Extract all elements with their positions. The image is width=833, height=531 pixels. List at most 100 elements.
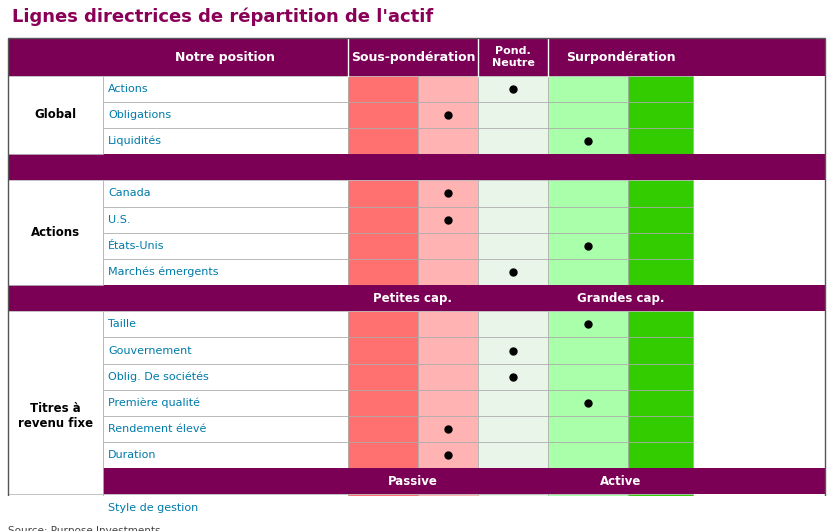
Bar [103, 259, 348, 285]
Bar [8, 76, 103, 154]
Bar [348, 181, 418, 207]
Bar [478, 181, 548, 207]
Bar [548, 390, 628, 416]
Text: Titres à
revenu fixe: Titres à revenu fixe [18, 402, 93, 430]
Bar [418, 337, 478, 364]
Bar [348, 494, 418, 521]
Bar [628, 233, 693, 259]
Bar [348, 364, 418, 390]
Bar [418, 390, 478, 416]
Bar [348, 102, 418, 128]
Bar [103, 76, 348, 102]
Text: Notre position: Notre position [176, 50, 276, 64]
Bar [348, 207, 418, 233]
Bar [103, 311, 348, 337]
Bar [103, 364, 348, 390]
Bar [628, 102, 693, 128]
Bar [418, 494, 478, 521]
Bar [548, 128, 628, 154]
Bar [418, 442, 478, 468]
Bar [478, 102, 548, 128]
Text: Sous-pondération: Sous-pondération [351, 50, 476, 64]
Bar [548, 207, 628, 233]
Bar [348, 442, 418, 468]
Text: Rendement élevé: Rendement élevé [108, 424, 207, 434]
Bar [478, 416, 548, 442]
Bar [478, 337, 548, 364]
Text: Duration: Duration [108, 450, 157, 460]
Text: Actions: Actions [108, 84, 148, 94]
Bar [628, 442, 693, 468]
Bar [548, 76, 628, 102]
Text: Pond.
Neutre: Pond. Neutre [491, 46, 535, 68]
Bar [348, 390, 418, 416]
Text: Grandes cap.: Grandes cap. [576, 292, 664, 305]
Bar [548, 337, 628, 364]
Text: Petites cap.: Petites cap. [373, 292, 452, 305]
Bar [103, 416, 348, 442]
Bar [418, 233, 478, 259]
Text: Passive: Passive [388, 475, 438, 488]
Bar [418, 259, 478, 285]
Bar [548, 181, 628, 207]
Bar [8, 154, 825, 181]
Bar [628, 311, 693, 337]
Bar [418, 102, 478, 128]
Bar [103, 102, 348, 128]
Bar [628, 494, 693, 521]
Bar [628, 181, 693, 207]
Bar [103, 442, 348, 468]
Bar [628, 259, 693, 285]
Text: Source: Purpose Investments: Source: Purpose Investments [8, 526, 161, 531]
Text: Canada: Canada [108, 189, 151, 199]
Bar [478, 207, 548, 233]
Bar [418, 128, 478, 154]
Bar [478, 259, 548, 285]
Bar [418, 311, 478, 337]
Bar [478, 76, 548, 102]
Bar [548, 416, 628, 442]
Bar [103, 390, 348, 416]
Bar [418, 207, 478, 233]
Text: Style de gestion: Style de gestion [108, 502, 198, 512]
Bar [418, 76, 478, 102]
Bar [348, 76, 418, 102]
Bar [628, 364, 693, 390]
Bar [628, 337, 693, 364]
Bar [478, 311, 548, 337]
Bar [348, 128, 418, 154]
Bar [8, 494, 103, 521]
Bar [478, 494, 548, 521]
Bar [103, 494, 348, 521]
Bar [8, 311, 103, 521]
Bar [478, 442, 548, 468]
Bar [418, 416, 478, 442]
Text: U.S.: U.S. [108, 215, 131, 225]
Bar [478, 390, 548, 416]
Bar [8, 285, 825, 311]
Text: Lignes directrices de répartition de l'actif: Lignes directrices de répartition de l'a… [12, 7, 433, 26]
Bar [103, 207, 348, 233]
Text: Première qualité: Première qualité [108, 398, 200, 408]
Text: Gouvernement: Gouvernement [108, 346, 192, 356]
Text: Taille: Taille [108, 319, 136, 329]
Bar [103, 181, 348, 207]
Bar [103, 233, 348, 259]
Bar [548, 442, 628, 468]
Bar [548, 494, 628, 521]
Bar [548, 311, 628, 337]
Bar [628, 76, 693, 102]
Bar [8, 468, 825, 494]
Bar [103, 128, 348, 154]
Bar [628, 207, 693, 233]
Bar [548, 364, 628, 390]
Bar [348, 337, 418, 364]
Text: Marchés émergents: Marchés émergents [108, 267, 218, 277]
Text: Oblig. De sociétés: Oblig. De sociétés [108, 372, 209, 382]
Bar [8, 181, 103, 285]
Bar [8, 38, 825, 76]
Bar [478, 364, 548, 390]
Text: Obligations: Obligations [108, 110, 171, 120]
Bar [628, 128, 693, 154]
Text: Liquidités: Liquidités [108, 136, 162, 147]
